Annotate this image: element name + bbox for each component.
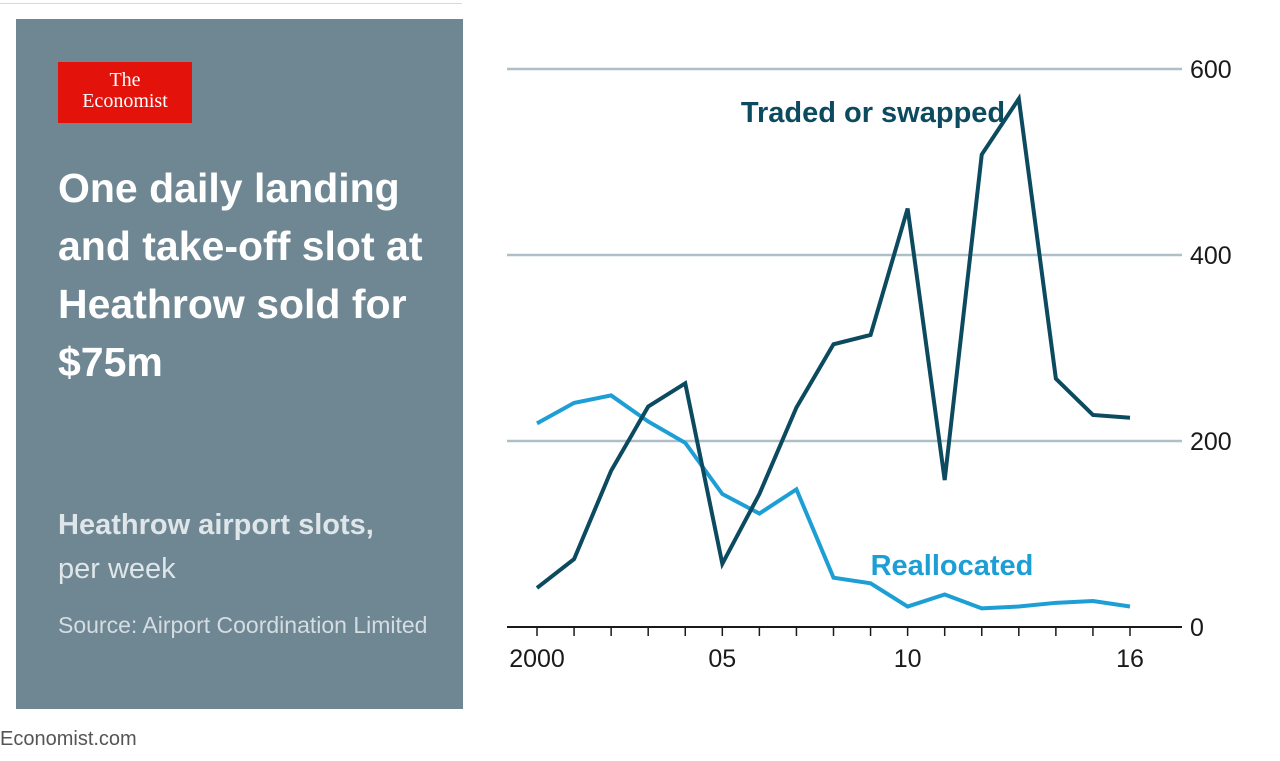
grid-layer [507, 67, 1182, 443]
logo-line-economist: Economist [82, 90, 168, 112]
x-tick-label-2016: 16 [1116, 645, 1144, 673]
y-tick-label-600: 600 [1190, 56, 1232, 84]
y-tick-label-200: 200 [1190, 428, 1232, 456]
top-rule [0, 3, 462, 4]
chart-subtitle: Heathrow airport slots, per week [58, 503, 458, 591]
subtitle-units: per week [58, 553, 176, 585]
source-note: Source: Airport Coordination Limited [58, 612, 428, 638]
series-line-reallocated [536, 393, 1131, 611]
x-tick-label-2005: 05 [708, 645, 736, 673]
chart-title: One daily landing and take-off slot at H… [58, 165, 423, 385]
axis-layer: 0 200 400 600 2000 05 10 16 [507, 56, 1232, 673]
subtitle-bold: Heathrow airport slots, [58, 509, 374, 541]
logo-line-the: The [109, 69, 141, 91]
label-layer: Traded or swapped Reallocated [741, 97, 1034, 582]
line-chart: 0 200 400 600 2000 05 10 16 Traded or swapped Re… [507, 56, 1232, 673]
footer-credit: Economist.com [0, 728, 137, 750]
x-tick-label-2000: 2000 [509, 645, 565, 673]
series-label-traded-or-swapped: Traded or swapped [741, 97, 1005, 129]
y-tick-label-400: 400 [1190, 242, 1232, 270]
series-label-reallocated: Reallocated [871, 550, 1034, 582]
series-layer [535, 93, 1131, 611]
info-panel: The Economist One daily landing and take… [16, 19, 463, 709]
series-line-traded-or-swapped [535, 93, 1131, 590]
economist-logo: The Economist [58, 62, 192, 123]
x-tick-label-2010: 10 [894, 645, 922, 673]
y-tick-label-0: 0 [1190, 614, 1204, 642]
